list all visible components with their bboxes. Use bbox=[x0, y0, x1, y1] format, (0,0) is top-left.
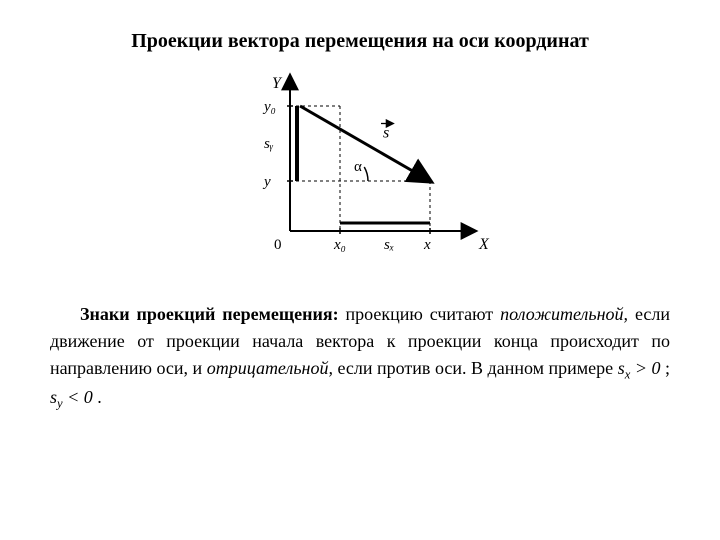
svg-text:x: x bbox=[423, 237, 431, 253]
t1: проекцию считают bbox=[339, 304, 501, 324]
lead-text: Знаки проекций перемещения: bbox=[80, 304, 339, 324]
svg-text:y: y bbox=[262, 174, 271, 190]
svg-text:α: α bbox=[354, 159, 362, 175]
sep: ; bbox=[660, 358, 670, 378]
formula-sy: sy < 0 bbox=[50, 387, 93, 407]
svg-text:0: 0 bbox=[274, 237, 282, 253]
svg-text:Y: Y bbox=[272, 75, 283, 92]
svg-text:sᵧ: sᵧ bbox=[264, 136, 274, 152]
svg-text:sₓ: sₓ bbox=[384, 237, 394, 253]
svg-text:x₀: x₀ bbox=[333, 237, 346, 253]
formula-sx: sx > 0 bbox=[618, 358, 661, 378]
page-title: Проекции вектора перемещения на оси коор… bbox=[50, 30, 670, 53]
diagram-container: X Y 0 x₀ sₓ x y₀ sᵧ y s α bbox=[50, 71, 670, 276]
svg-text:y₀: y₀ bbox=[262, 99, 276, 115]
displacement-diagram: X Y 0 x₀ sₓ x y₀ sᵧ y s α bbox=[230, 71, 490, 276]
i1: положитель­ной, bbox=[500, 304, 628, 324]
body-paragraph: Знаки проекций перемещения: проекцию счи… bbox=[50, 301, 670, 414]
end: . bbox=[93, 387, 102, 407]
svg-text:s: s bbox=[383, 125, 389, 142]
i2: отрицательной, bbox=[207, 358, 333, 378]
t3: если против оси. В данном примере bbox=[333, 358, 618, 378]
svg-text:X: X bbox=[478, 236, 490, 253]
